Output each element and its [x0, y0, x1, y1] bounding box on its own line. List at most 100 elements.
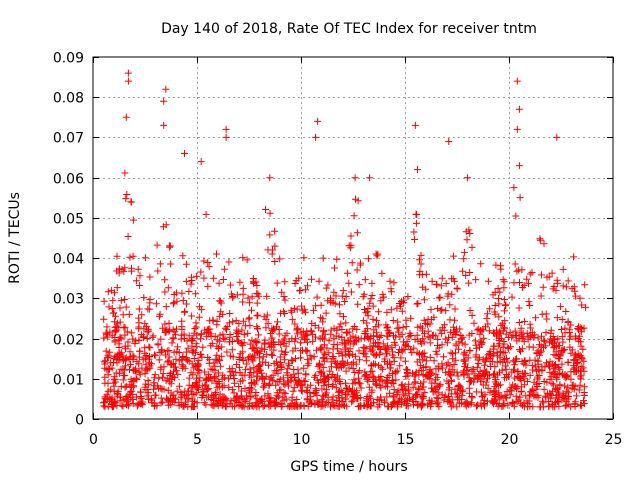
data-point	[383, 324, 391, 332]
data-point	[397, 354, 405, 362]
data-point	[390, 332, 397, 340]
data-point	[405, 333, 413, 341]
data-point	[301, 378, 309, 385]
data-point	[165, 398, 173, 406]
data-point	[355, 379, 363, 387]
data-point	[500, 284, 508, 292]
data-point	[422, 357, 430, 365]
data-point	[226, 365, 234, 373]
data-point	[434, 305, 442, 312]
data-point	[146, 273, 154, 281]
data-point	[253, 282, 261, 289]
data-point	[114, 351, 122, 359]
data-point	[495, 295, 502, 302]
data-point	[542, 393, 550, 401]
data-point	[220, 382, 228, 390]
data-point	[572, 334, 580, 342]
data-point	[248, 379, 255, 387]
data-point	[164, 284, 172, 292]
data-point	[221, 335, 229, 343]
data-point	[484, 384, 492, 392]
data-point	[160, 97, 168, 105]
data-point	[502, 330, 510, 338]
data-point	[259, 353, 267, 361]
data-point	[537, 292, 545, 300]
data-point	[271, 258, 279, 265]
data-point	[124, 69, 132, 77]
data-point	[560, 346, 568, 354]
data-point	[235, 383, 243, 390]
x-tick-label: 5	[193, 432, 202, 448]
data-point	[420, 338, 428, 346]
data-point	[444, 290, 452, 298]
data-point	[577, 362, 585, 370]
data-point	[347, 232, 355, 240]
data-point	[373, 252, 381, 260]
data-point	[260, 402, 268, 409]
data-point	[340, 313, 347, 321]
data-point	[135, 368, 143, 376]
data-point	[270, 346, 278, 354]
data-point	[284, 402, 292, 410]
data-point	[411, 371, 419, 379]
data-point	[371, 352, 379, 360]
data-point	[359, 293, 367, 301]
data-point	[309, 337, 317, 345]
data-point	[564, 318, 572, 326]
data-point	[421, 388, 429, 396]
data-point	[201, 368, 209, 376]
y-tick-label: 0.01	[53, 373, 84, 389]
data-point	[520, 281, 528, 289]
data-point	[327, 330, 335, 338]
data-point	[402, 373, 410, 380]
data-point	[359, 350, 367, 358]
data-point	[241, 397, 249, 405]
data-point	[580, 397, 587, 405]
data-point	[101, 373, 109, 381]
data-point	[130, 367, 138, 374]
data-point	[576, 294, 584, 302]
data-point	[532, 314, 540, 322]
data-point	[177, 401, 185, 408]
data-point	[576, 381, 584, 389]
data-point	[542, 310, 550, 318]
data-point	[387, 306, 395, 314]
data-point	[113, 284, 121, 292]
data-point	[233, 361, 241, 368]
data-point	[399, 323, 407, 331]
data-point	[367, 368, 375, 376]
data-point	[284, 365, 292, 373]
data-point	[303, 331, 311, 339]
data-point	[216, 362, 224, 370]
data-point	[327, 294, 334, 302]
data-point	[365, 373, 373, 381]
data-point	[198, 353, 206, 361]
data-point	[145, 355, 153, 363]
data-point	[377, 297, 385, 305]
data-point	[571, 351, 579, 359]
data-point	[450, 329, 458, 337]
data-point	[559, 282, 567, 290]
data-point	[455, 381, 463, 389]
data-point	[424, 401, 432, 409]
data-point	[135, 336, 143, 344]
data-point	[551, 362, 559, 370]
data-point	[288, 335, 296, 343]
data-point	[239, 254, 247, 262]
data-point	[248, 355, 256, 363]
data-point	[132, 277, 140, 285]
data-point	[490, 345, 498, 353]
data-point	[205, 263, 213, 271]
data-point	[310, 306, 317, 314]
data-point	[492, 375, 499, 383]
data-point	[393, 367, 401, 375]
data-point	[549, 285, 557, 293]
data-point	[556, 303, 564, 311]
data-point	[246, 399, 254, 407]
data-point	[212, 355, 220, 363]
data-point	[253, 377, 260, 385]
data-point	[318, 385, 326, 393]
data-point	[377, 396, 385, 404]
data-point	[267, 402, 275, 410]
data-point	[373, 380, 381, 388]
